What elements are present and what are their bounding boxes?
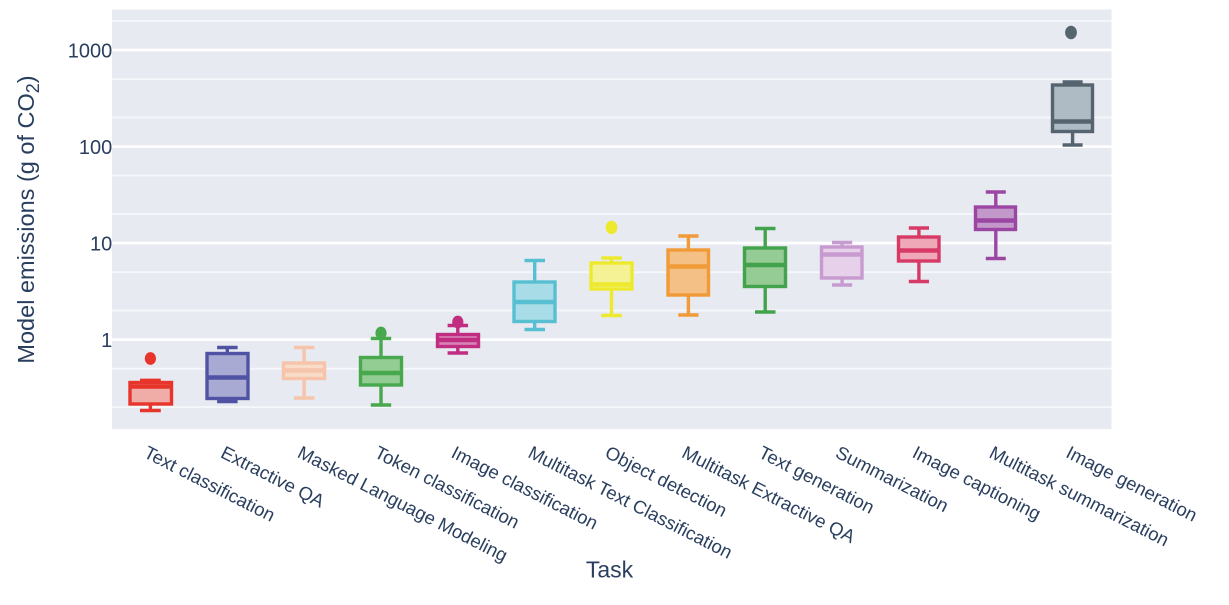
svg-text:Task: Task	[586, 557, 634, 583]
svg-text:Model emissions (g of CO2): Model emissions (g of CO2)	[13, 75, 43, 363]
svg-text:1: 1	[101, 330, 112, 352]
svg-text:1000: 1000	[68, 41, 113, 63]
svg-text:100: 100	[79, 137, 112, 159]
svg-text:10: 10	[90, 234, 112, 256]
